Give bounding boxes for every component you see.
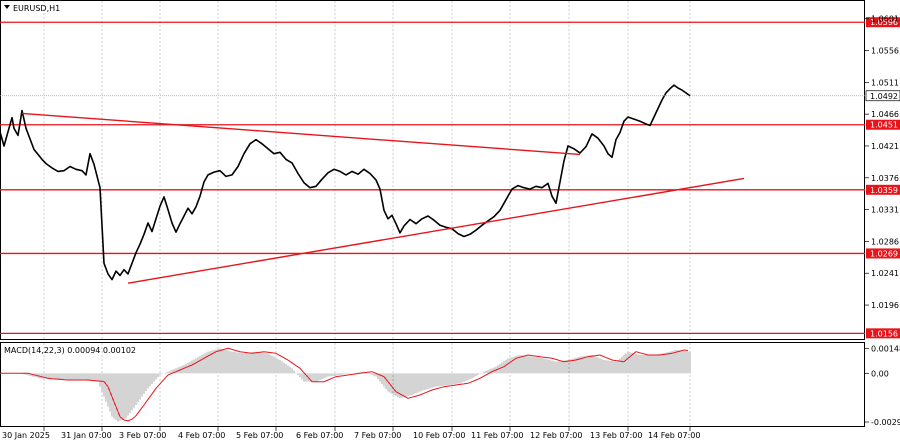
x-tick-label: 10 Feb 07:00	[413, 431, 465, 440]
x-tick-label: 30 Jan 2025	[2, 431, 50, 440]
level-label-bg	[866, 184, 900, 195]
y-tick-label: 1.0286	[871, 237, 899, 246]
price-axis: 1.0601 1.0556 1.0511 1.0466 1.0421 1.0376 1.03…	[865, 15, 899, 310]
x-tick-label: 11 Feb 07:00	[471, 431, 523, 440]
level-label-bg	[866, 328, 900, 339]
x-tick-label: 6 Feb 07:00	[296, 431, 343, 440]
current-price-label: 1.0492	[870, 92, 898, 101]
level-label: 1.0156	[870, 329, 898, 338]
x-tick-label: 3 Feb 07:00	[119, 431, 166, 440]
symbol-dropdown-icon[interactable]	[4, 5, 10, 9]
x-tick-label: 13 Feb 07:00	[590, 431, 642, 440]
time-axis: 30 Jan 2025 31 Jan 07:00 3 Feb 07:00 4 Feb …	[2, 427, 700, 440]
level-label-bg	[866, 119, 900, 130]
y-tick-label: 1.0556	[871, 46, 899, 55]
macd-axis: 0.00148 0.00 -0.00292	[865, 345, 900, 427]
trendlines	[21, 112, 745, 284]
y-tick-label: 1.0601	[871, 15, 899, 24]
level-label-bg	[866, 17, 900, 28]
macd-signal-line	[0, 347, 689, 422]
y-tick-label: 1.0421	[871, 142, 899, 151]
macd-tick-label: 0.00148	[871, 345, 900, 354]
main-panel-frame	[0, 0, 865, 340]
x-tick-label: 4 Feb 07:00	[178, 431, 225, 440]
trendline	[21, 112, 581, 156]
level-label: 1.0269	[870, 249, 898, 258]
x-tick-label: 12 Feb 07:00	[530, 431, 582, 440]
macd-indicator	[0, 347, 691, 422]
macd-tick-label: 0.00	[871, 369, 889, 378]
current-price-marker: 1.0492	[0, 90, 900, 102]
symbol-title: EURUSD,H1	[13, 4, 60, 13]
y-tick-label: 1.0466	[871, 110, 899, 119]
y-tick-label: 1.0376	[871, 174, 899, 183]
level-label: 1.0596	[870, 18, 898, 27]
x-tick-label: 14 Feb 07:00	[648, 431, 700, 440]
y-tick-label: 1.0196	[871, 301, 899, 310]
x-tick-label: 7 Feb 07:00	[354, 431, 401, 440]
price-series	[0, 84, 691, 281]
macd-tick-label: -0.00292	[871, 418, 900, 427]
macd-title: MACD(14,22,3) 0.00094 0.00102	[4, 346, 136, 355]
x-tick-label: 31 Jan 07:00	[61, 431, 112, 440]
y-tick-label: 1.0241	[871, 269, 899, 278]
y-tick-label: 1.0511	[871, 78, 899, 87]
level-label: 1.0359	[870, 186, 898, 195]
level-label-bg	[866, 248, 900, 259]
price-line	[0, 84, 691, 281]
level-label: 1.0451	[870, 121, 898, 130]
y-tick-label: 1.0331	[871, 206, 899, 215]
trendline	[127, 177, 745, 284]
x-tick-label: 5 Feb 07:00	[236, 431, 283, 440]
support-resistance-levels: 1.0596 1.0451 1.0359 1.0269 1.0156	[0, 17, 900, 339]
grid-lines	[43, 1, 691, 426]
